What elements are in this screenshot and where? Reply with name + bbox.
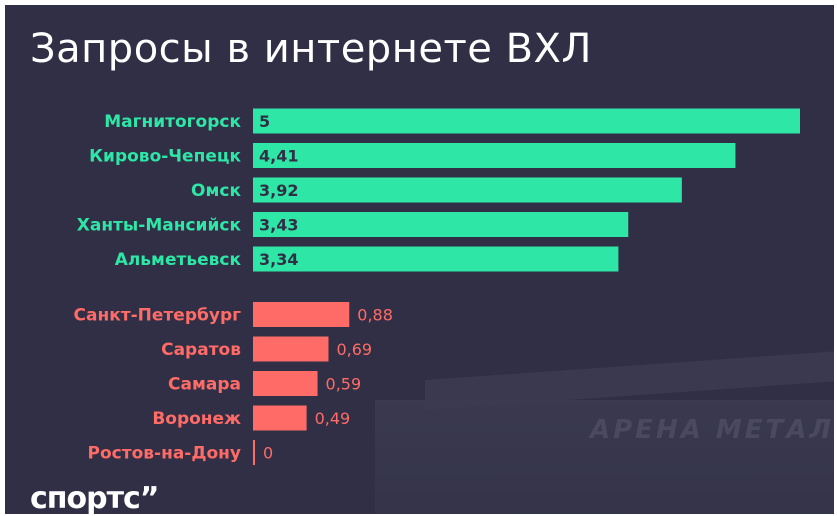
chart-title: Запросы в интернете ВХЛ [30,26,593,72]
category-label: Омск [191,181,241,201]
category-label: Альметьевск [115,250,242,270]
value-label: 3,43 [259,216,298,235]
category-label: Ростов-на-Дону [88,444,241,464]
bar [253,302,350,327]
category-label: Кирово-Чепецк [89,147,241,167]
value-label: 3,34 [259,250,298,269]
bar [253,143,736,168]
arena-building-background [375,400,834,514]
bar [253,371,318,396]
bar [253,246,619,272]
bar [253,405,307,431]
category-label: Самара [168,375,241,395]
bar [253,212,629,237]
value-label: 5 [259,112,270,131]
value-label: 0,59 [326,375,362,394]
value-label: 0,69 [336,340,372,359]
category-label: Санкт-Петербург [74,306,242,326]
value-label: 0 [263,444,273,463]
bar [253,177,682,203]
bar [253,336,329,362]
arena-sign-background: АРЕНА МЕТАЛЛУРГ [590,415,834,445]
bar [253,440,255,465]
category-label: Воронеж [152,409,241,429]
bar [253,108,800,134]
category-label: Саратов [161,340,241,360]
sports-logo: спортс” [30,481,159,516]
value-label: 3,92 [259,181,298,200]
category-label: Магнитогорск [104,112,241,132]
chart-card: АРЕНА МЕТАЛЛУРГ [5,5,834,514]
value-label: 0,49 [315,409,351,428]
category-label: Ханты-Мансийск [77,216,242,236]
value-label: 4,41 [259,147,298,166]
value-label: 0,88 [357,306,393,325]
